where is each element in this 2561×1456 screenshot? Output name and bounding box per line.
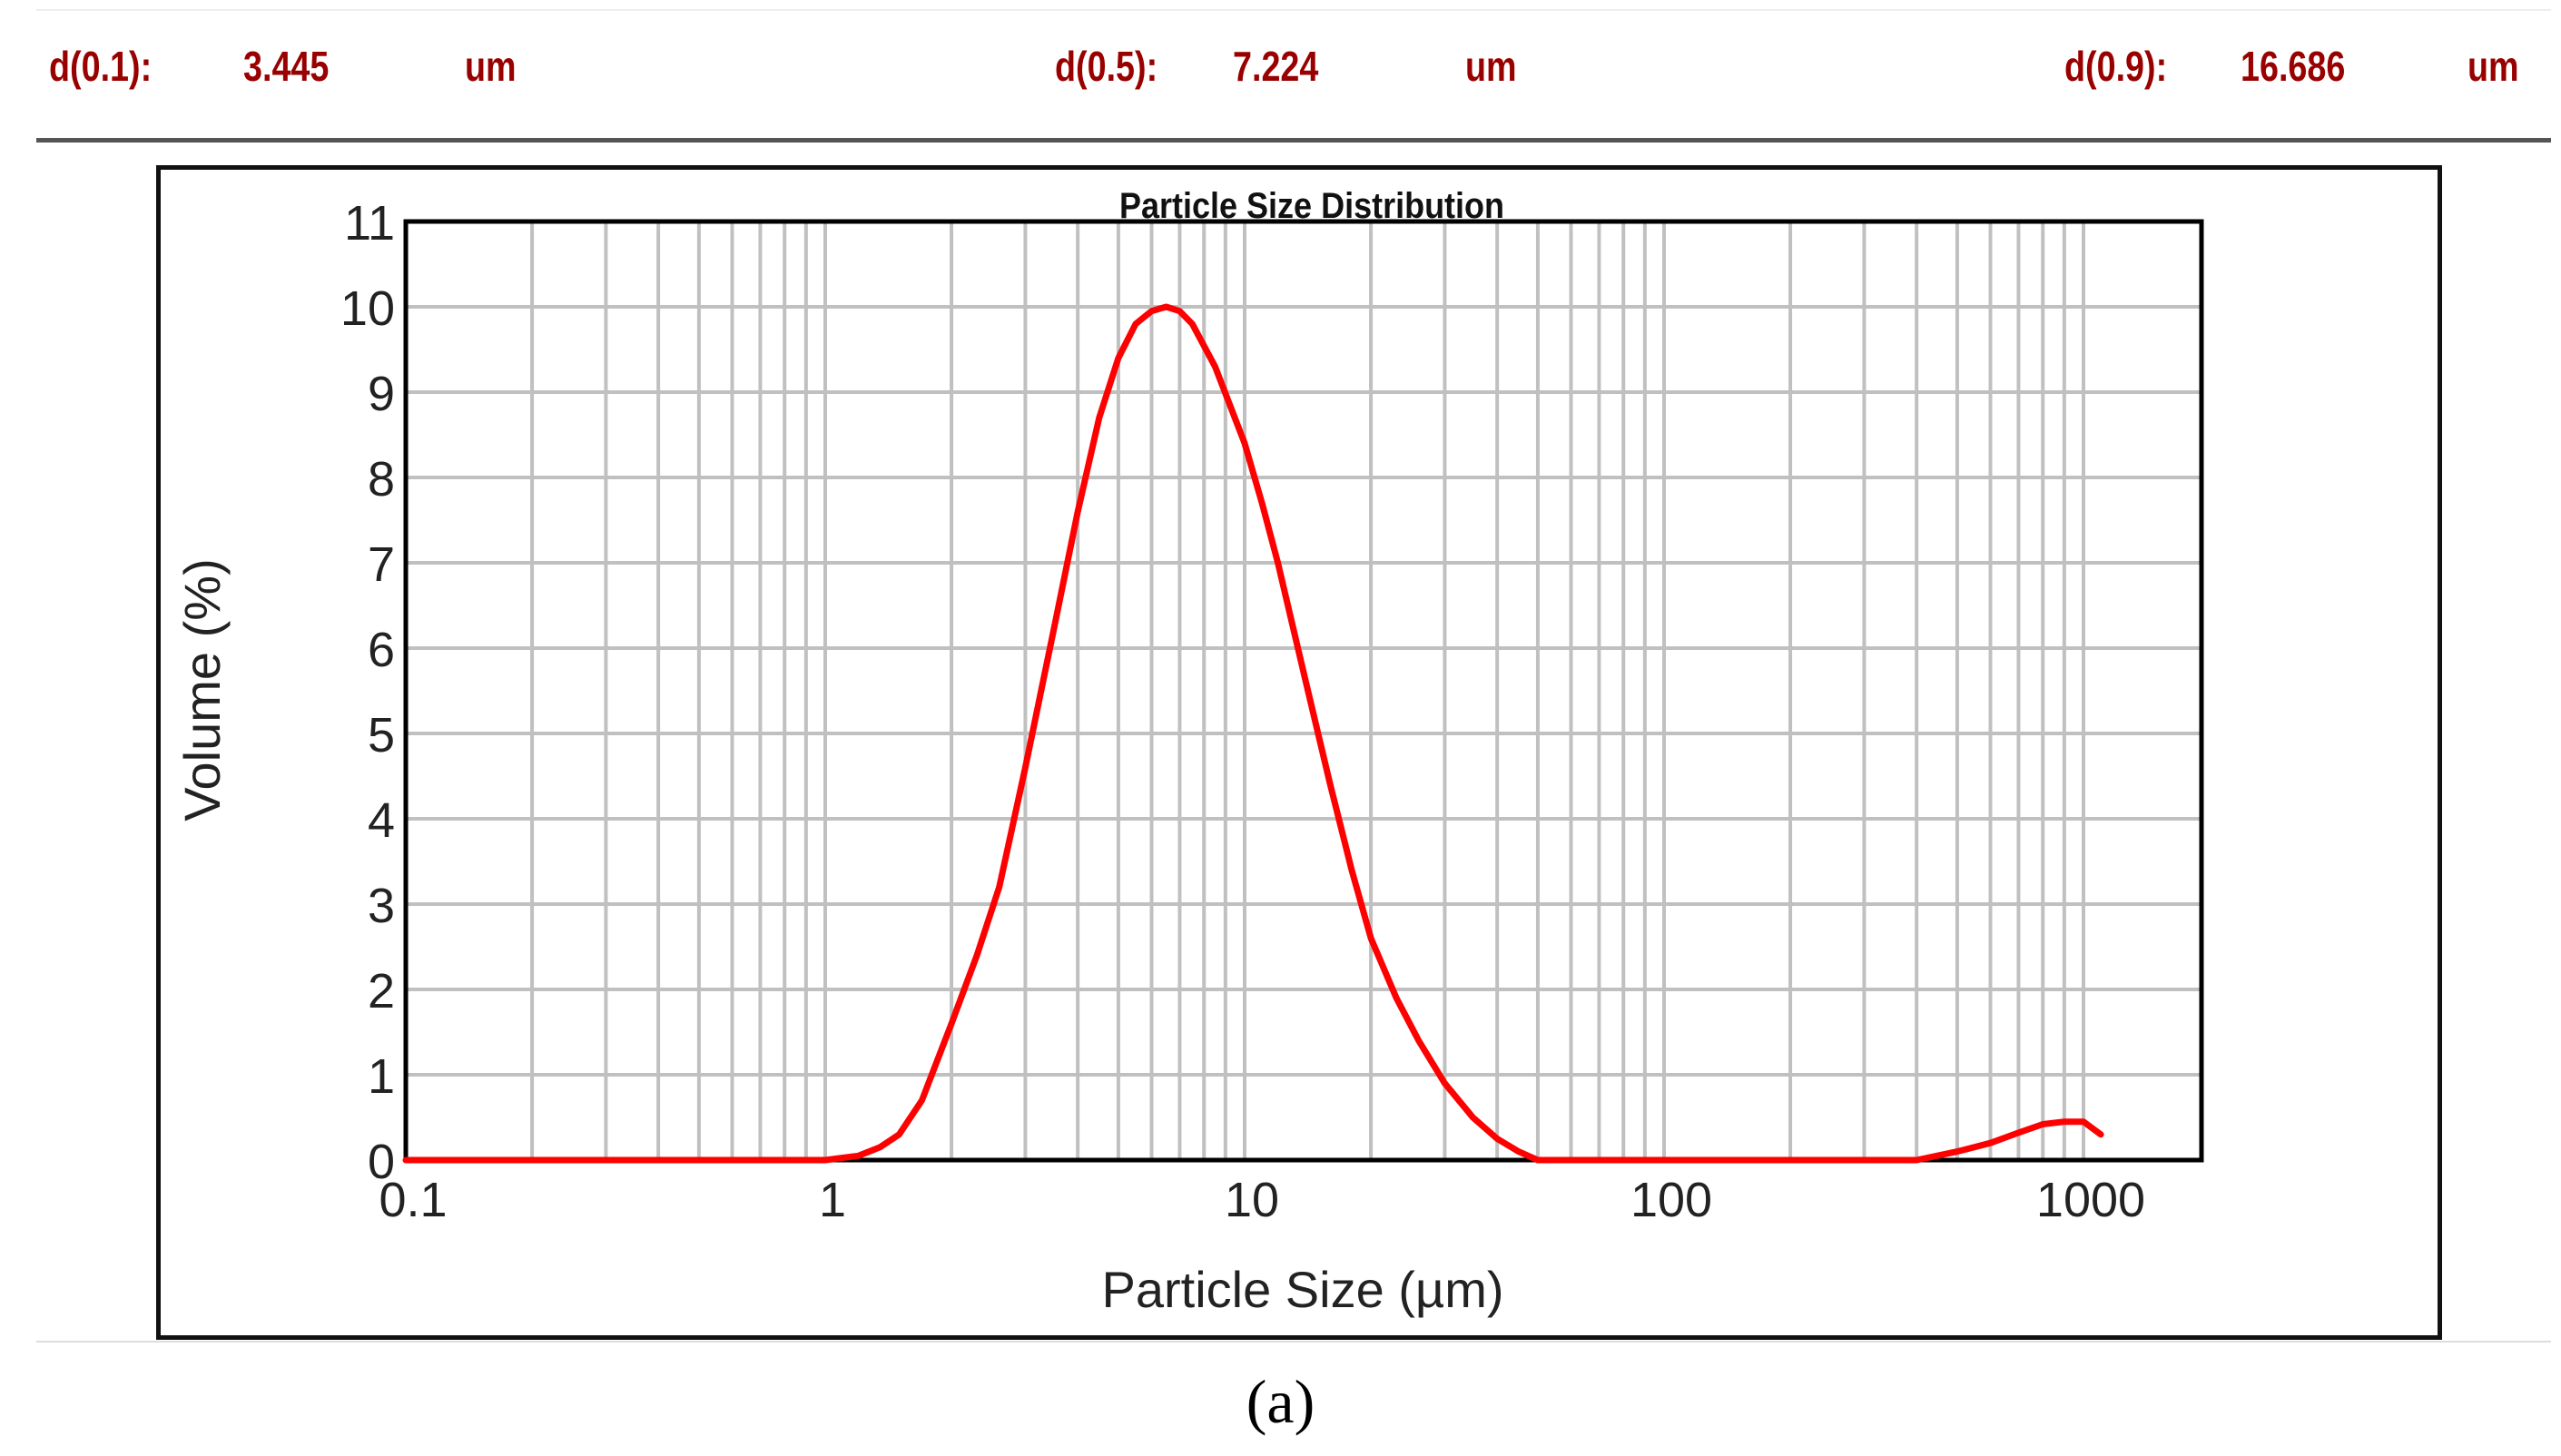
d10-value: 3.445 [243,43,330,90]
x-axis-ticks: 0.1 1 10 100 1000 [379,1173,2145,1227]
x-tick-label: 1 [819,1173,846,1227]
y-tick-label: 3 [368,879,395,933]
y-tick-label: 4 [368,793,395,848]
y-tick-label: 11 [344,196,395,251]
x-tick-label: 0.1 [379,1173,447,1227]
x-axis-label: Particle Size (µm) [1102,1261,1504,1318]
y-tick-label: 6 [368,623,395,677]
chart-title: Particle Size Distribution [1119,186,1504,226]
d10-label: d(0.1): [49,43,153,90]
d50-value: 7.224 [1233,43,1319,90]
y-tick-label: 10 [340,281,395,336]
grid-lines [406,221,2201,1160]
d90-label: d(0.9): [2064,43,2168,90]
x-tick-label: 1000 [2036,1173,2145,1227]
y-tick-label: 5 [368,708,395,762]
volume-curve [402,303,2104,1164]
y-tick-label: 9 [368,367,395,421]
d50-unit: um [1465,43,1517,90]
statistics-header: d(0.1): 3.445 um d(0.5): 7.224 um d(0.9)… [36,9,2551,143]
y-tick-label: 2 [368,964,395,1018]
x-tick-label: 10 [1225,1173,1279,1227]
d10-unit: um [465,43,517,90]
chart-frame [156,165,2442,1340]
y-axis-label: Volume (%) [173,558,231,821]
plot-area [403,219,2204,1163]
d90-value: 16.686 [2241,43,2346,90]
d50-label: d(0.5): [1055,43,1158,90]
x-tick-label: 100 [1630,1173,1712,1227]
y-tick-label: 0 [368,1135,395,1189]
y-axis-ticks: 0 1 2 3 4 5 6 7 8 9 10 11 [340,196,395,1189]
y-tick-label: 1 [368,1049,395,1104]
divider [36,1341,2551,1343]
y-tick-label: 7 [368,537,395,592]
d90-unit: um [2467,43,2519,90]
y-tick-label: 8 [368,452,395,507]
figure-caption: (a) [1246,1367,1315,1436]
